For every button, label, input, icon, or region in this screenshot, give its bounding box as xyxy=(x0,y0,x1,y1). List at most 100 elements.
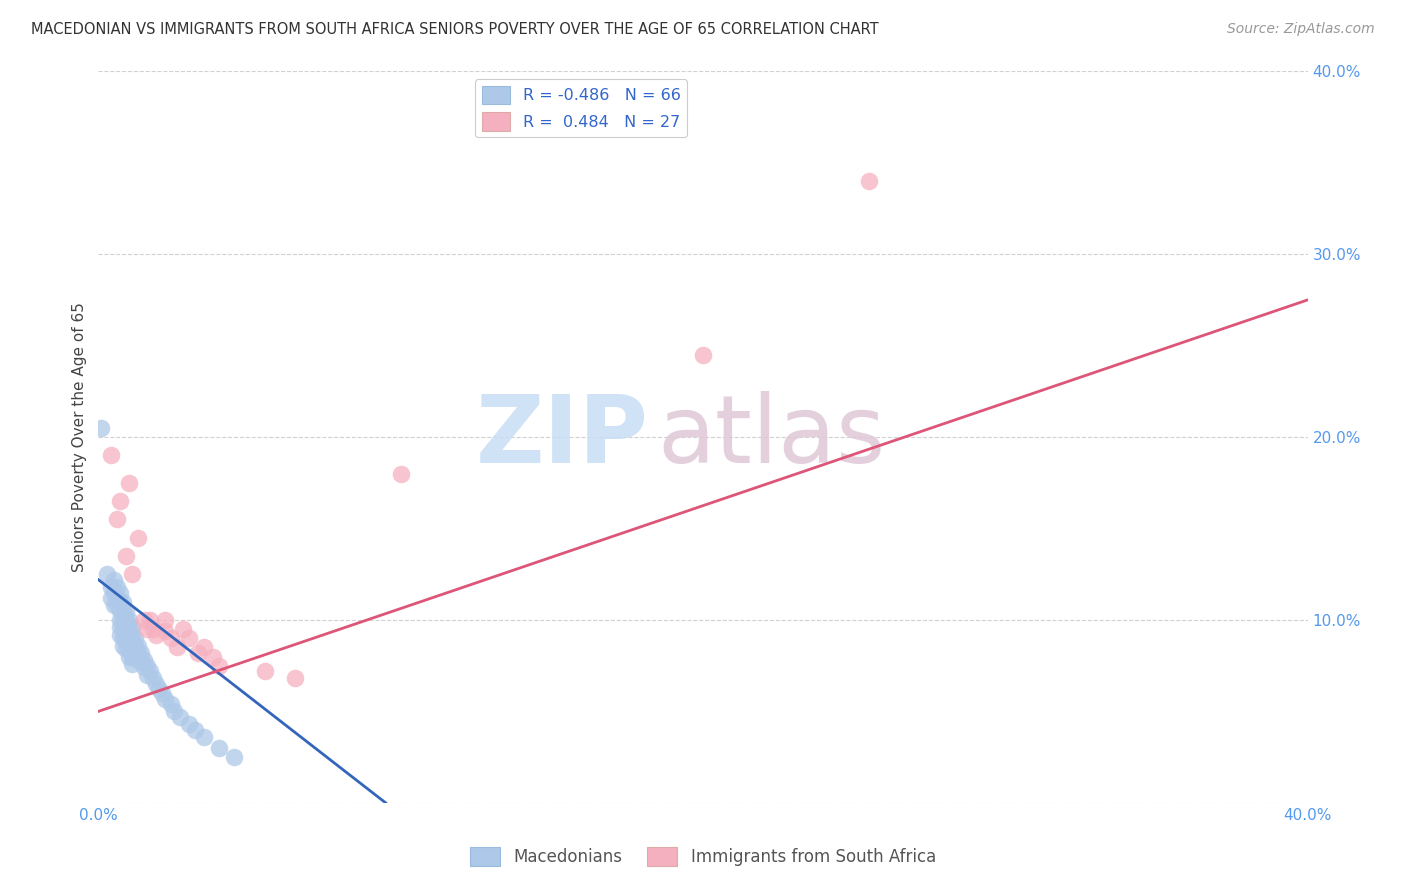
Point xyxy=(111,639,134,653)
Point xyxy=(224,750,246,764)
Legend: R = -0.486   N = 66, R =  0.484   N = 27: R = -0.486 N = 66, R = 0.484 N = 27 xyxy=(475,79,688,137)
Text: ZIP: ZIP xyxy=(475,391,648,483)
Point xyxy=(145,627,167,641)
Point xyxy=(105,512,128,526)
Point xyxy=(184,723,207,737)
Point xyxy=(135,622,157,636)
Point xyxy=(111,604,134,618)
Point xyxy=(121,642,143,657)
Point xyxy=(208,740,231,755)
Point xyxy=(111,613,134,627)
Point xyxy=(179,717,201,731)
Point xyxy=(389,467,412,481)
Point xyxy=(858,174,880,188)
Point xyxy=(114,635,136,649)
Point xyxy=(108,604,131,618)
Point xyxy=(135,667,157,681)
Point xyxy=(111,594,134,608)
Point xyxy=(108,627,131,641)
Point xyxy=(127,639,149,653)
Point xyxy=(129,646,152,660)
Point xyxy=(121,649,143,664)
Point xyxy=(179,632,201,646)
Point xyxy=(118,627,141,641)
Point xyxy=(153,613,176,627)
Point xyxy=(172,622,194,636)
Point xyxy=(105,580,128,594)
Point xyxy=(129,653,152,667)
Point xyxy=(108,594,131,608)
Point xyxy=(103,573,125,587)
Point xyxy=(142,622,165,636)
Point xyxy=(90,421,112,435)
Point xyxy=(114,604,136,618)
Point xyxy=(135,658,157,673)
Point xyxy=(124,646,146,660)
Point xyxy=(111,622,134,636)
Point xyxy=(114,549,136,563)
Point xyxy=(103,599,125,613)
Text: MACEDONIAN VS IMMIGRANTS FROM SOUTH AFRICA SENIORS POVERTY OVER THE AGE OF 65 CO: MACEDONIAN VS IMMIGRANTS FROM SOUTH AFRI… xyxy=(31,22,879,37)
Point xyxy=(121,627,143,641)
Point xyxy=(114,627,136,641)
Point xyxy=(114,620,136,634)
Point xyxy=(118,649,141,664)
Point xyxy=(118,635,141,649)
Point xyxy=(169,710,191,724)
Point xyxy=(108,613,131,627)
Point xyxy=(139,664,162,678)
Text: atlas: atlas xyxy=(657,391,886,483)
Point xyxy=(105,591,128,605)
Point xyxy=(114,642,136,657)
Point xyxy=(100,591,122,605)
Text: Source: ZipAtlas.com: Source: ZipAtlas.com xyxy=(1227,22,1375,37)
Point xyxy=(187,646,209,660)
Point xyxy=(163,705,186,719)
Point xyxy=(132,653,155,667)
Point xyxy=(127,531,149,545)
Point xyxy=(111,632,134,646)
Point xyxy=(100,580,122,594)
Point xyxy=(284,672,307,686)
Point xyxy=(114,613,136,627)
Point xyxy=(108,585,131,599)
Point xyxy=(193,640,215,655)
Point xyxy=(96,567,118,582)
Point xyxy=(103,585,125,599)
Point xyxy=(148,682,170,697)
Point xyxy=(121,657,143,671)
Point xyxy=(118,613,141,627)
Point xyxy=(202,649,225,664)
Point xyxy=(108,620,131,634)
Point xyxy=(150,686,173,700)
Point xyxy=(253,664,276,678)
Point xyxy=(692,348,714,362)
Point xyxy=(208,658,231,673)
Point xyxy=(118,475,141,490)
Point xyxy=(160,697,183,711)
Point xyxy=(105,599,128,613)
Point xyxy=(153,691,176,706)
Point xyxy=(121,620,143,634)
Point xyxy=(100,448,122,462)
Point xyxy=(124,632,146,646)
Point xyxy=(153,624,176,638)
Point xyxy=(193,730,215,744)
Point xyxy=(121,635,143,649)
Point xyxy=(160,632,183,646)
Point xyxy=(121,567,143,582)
Point xyxy=(166,640,188,655)
Point xyxy=(132,660,155,674)
Point xyxy=(127,646,149,660)
Point xyxy=(124,639,146,653)
Point xyxy=(127,653,149,667)
Point xyxy=(108,494,131,508)
Point xyxy=(142,672,165,686)
Point xyxy=(132,613,155,627)
Point xyxy=(139,613,162,627)
Point xyxy=(118,642,141,657)
Point xyxy=(145,677,167,691)
Legend: Macedonians, Immigrants from South Africa: Macedonians, Immigrants from South Afric… xyxy=(464,840,942,873)
Y-axis label: Seniors Poverty Over the Age of 65: Seniors Poverty Over the Age of 65 xyxy=(72,302,87,572)
Point xyxy=(118,620,141,634)
